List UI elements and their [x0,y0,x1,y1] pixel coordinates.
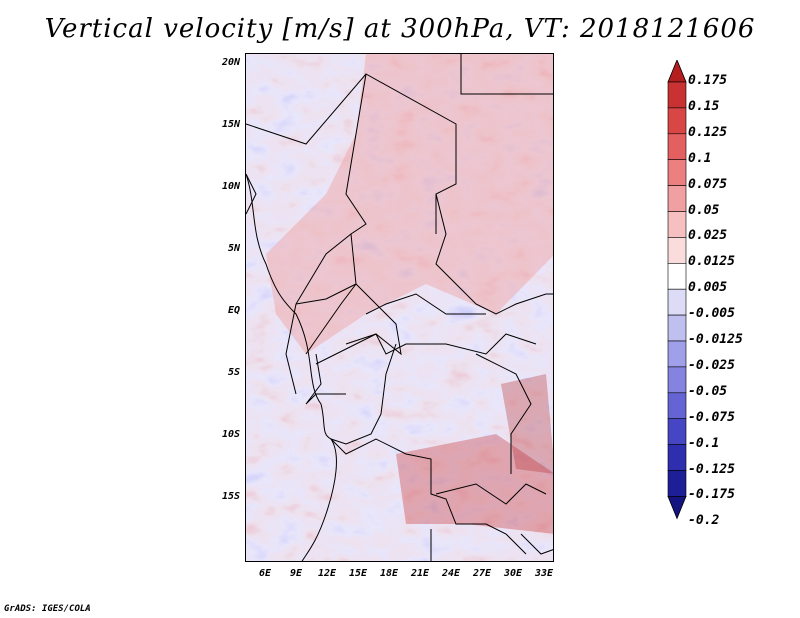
map-field [246,54,553,561]
y-tick-label: 20N [221,57,240,68]
colorbar-tick-label: -0.125 [688,461,735,477]
colorbar-tick-label: -0.175 [688,487,735,503]
x-tick-label: 18E [379,568,399,579]
ascent-zone-lakes [501,374,553,474]
colorbar-arrow-top [667,60,687,83]
colorbar-tick-label: -0.05 [688,383,728,399]
colorbar-segment [667,418,687,445]
colorbar-segment [667,185,687,212]
colorbar-segment [667,211,687,238]
colorbar-segment [667,470,687,497]
colorbar-tick-label: 0.125 [688,124,728,140]
map-panel [245,53,554,562]
colorbar-segment [667,340,687,368]
x-tick-label: 21E [410,568,430,579]
colorbar [667,60,687,520]
colorbar-tick-label: -0.0125 [688,332,743,347]
colorbar-segment [667,288,687,316]
colorbar-segment [667,133,687,161]
x-tick-label: 27E [472,568,492,579]
colorbar-tick-label: 0.025 [688,228,728,244]
colorbar-tick-label: 0.05 [688,202,720,218]
field-texture [246,54,553,561]
colorbar-tick-label: 0.175 [688,73,728,88]
y-tick-label: EQ [227,305,240,316]
colorbar-segment [667,366,687,394]
colorbar-segment [667,263,687,290]
x-tick-label: 30E [503,568,523,579]
colorbar-tick-label: -0.025 [688,357,735,373]
colorbar-tick-label: -0.005 [688,306,735,322]
colorbar-tick-label: -0.075 [688,409,735,425]
y-tick-label: 15S [221,491,240,502]
ascent-zone-north [266,54,553,354]
x-tick-label: 12E [317,568,337,579]
colorbar-tick-label: -0.2 [688,513,720,529]
x-tick-label: 9E [289,568,303,579]
colorbar-tick-label: 0.1 [688,150,712,166]
coastline [246,173,337,561]
colorbar-segment [667,444,687,471]
x-tick-label: 33E [534,568,554,579]
colorbar-segment [667,107,687,135]
x-tick-label: 6E [258,568,272,579]
footer-credit: GrADS: IGES/COLA [4,604,91,614]
colorbar-segment [667,392,687,419]
y-tick-label: 15N [221,119,240,130]
y-tick-label: 10S [221,429,240,440]
y-tick-label: 10N [221,181,240,192]
colorbar-arrow-bottom [667,495,687,520]
colorbar-tick-label: 0.0125 [688,254,735,270]
y-tick-label: 5N [227,243,240,254]
chart-title: Vertical velocity [m/s] at 300hPa, VT: 2… [44,14,756,44]
colorbar-tick-label: 0.005 [688,280,728,296]
colorbar-tick-label: 0.075 [688,176,728,192]
x-tick-label: 24E [441,568,461,579]
colorbar-tick-label: 0.15 [688,98,720,114]
country-borders [246,54,553,561]
y-tick-label: 5S [227,367,240,378]
colorbar-segment [667,81,687,109]
x-tick-label: 15E [348,568,368,579]
colorbar-segment [667,314,687,342]
colorbar-segment [667,159,687,186]
colorbar-segment [667,237,687,264]
colorbar-tick-label: -0.1 [688,435,720,451]
